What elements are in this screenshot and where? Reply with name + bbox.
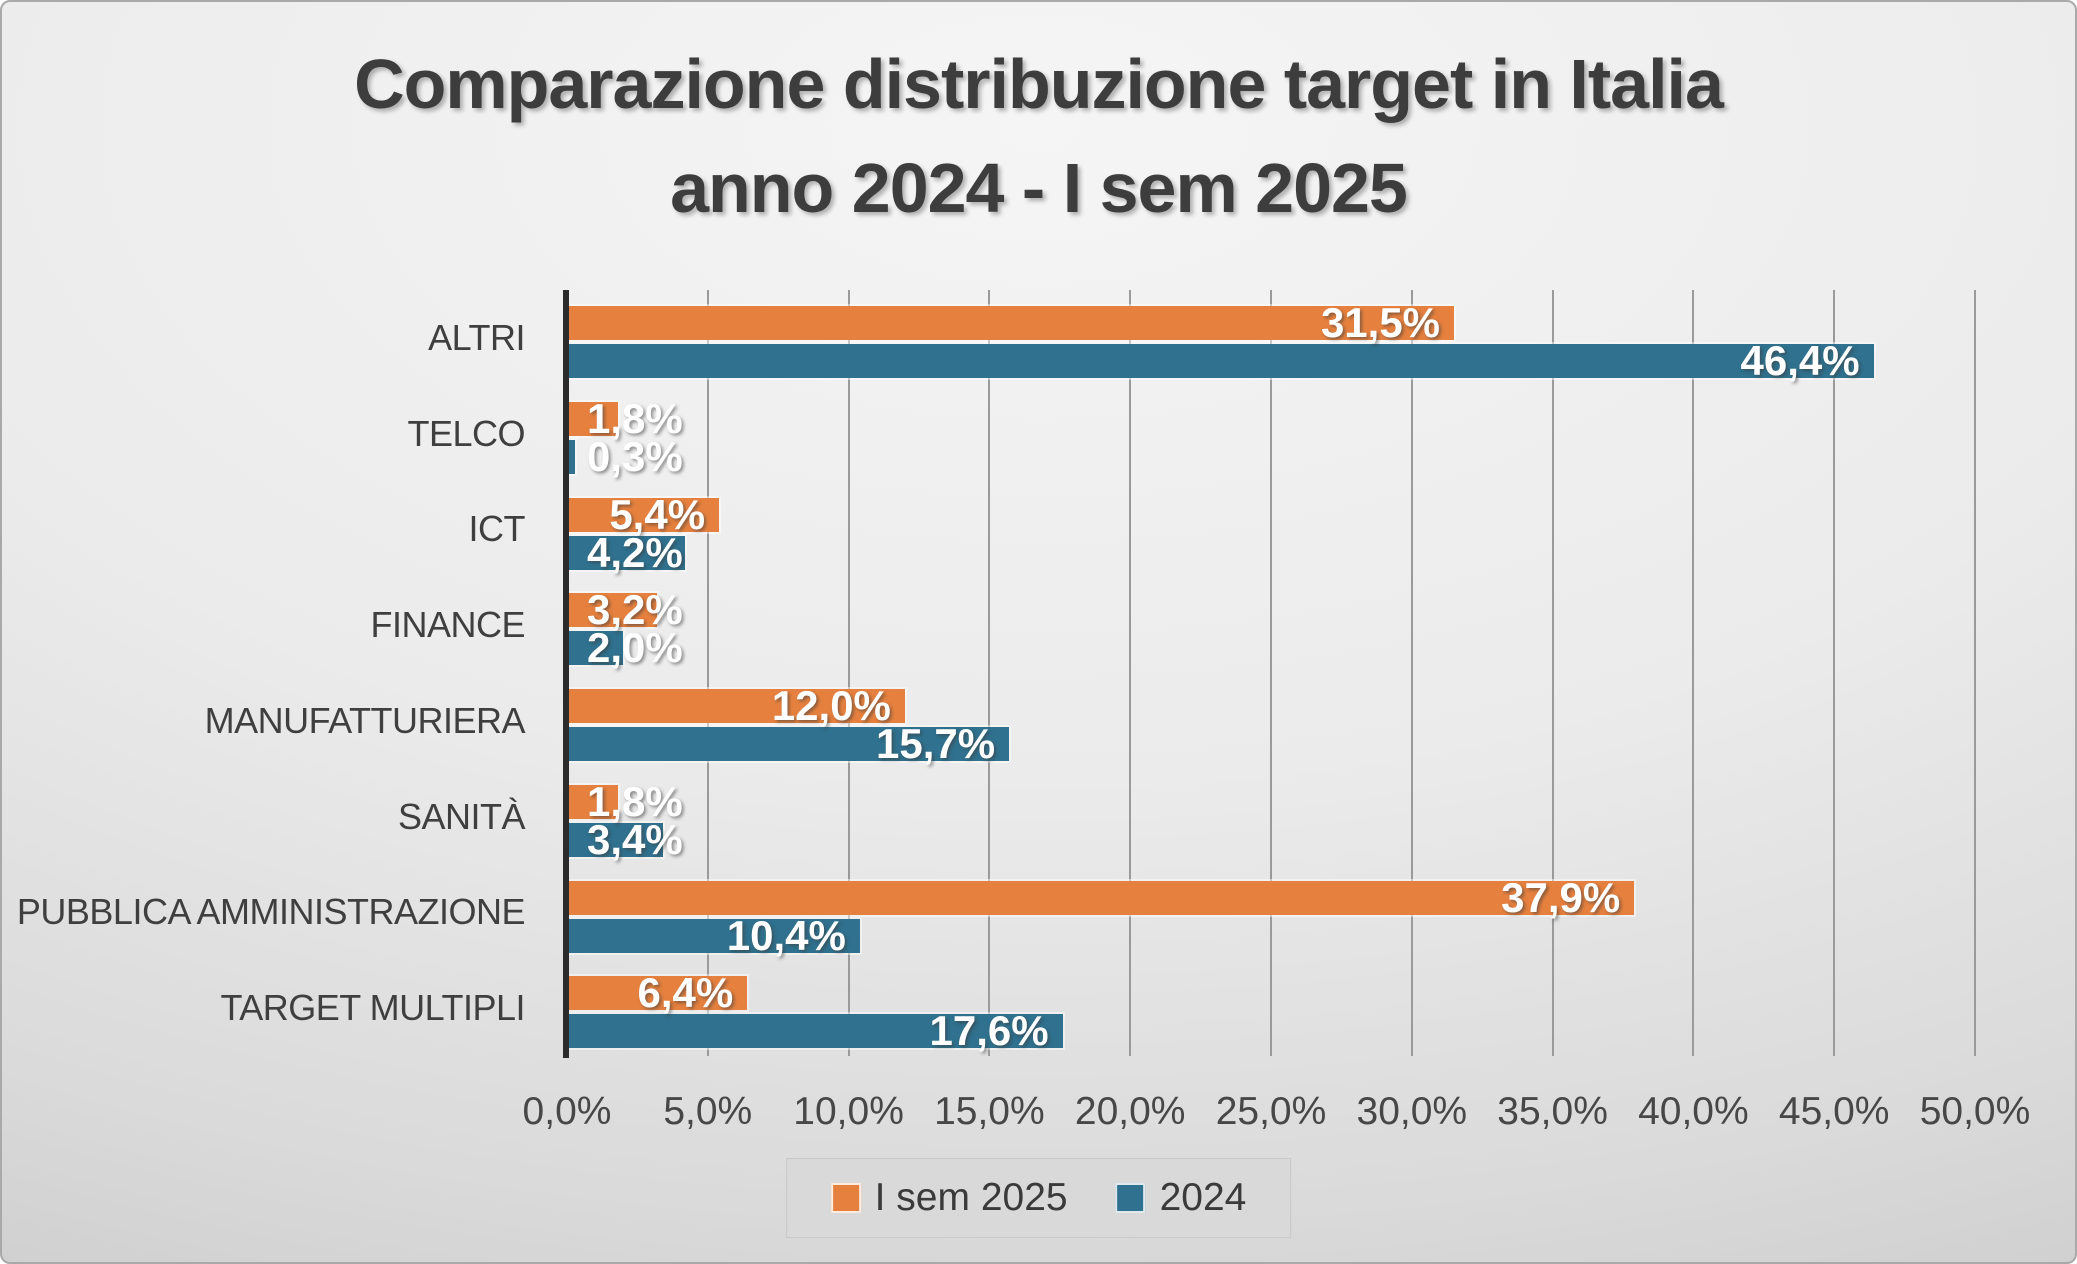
- x-tick-label: 50,0%: [1919, 1090, 2031, 1133]
- category-row: 12,0% 15,7%: [567, 673, 1975, 769]
- gridline: [1129, 290, 1132, 1056]
- gridline: [1410, 290, 1413, 1056]
- bar-i-sem-2025: 5,4%: [567, 493, 720, 535]
- x-tick-label: 5,0%: [663, 1090, 753, 1133]
- category-label: TARGET MULTIPLI: [220, 987, 525, 1029]
- bar-value-label: 17,6%: [929, 1007, 1049, 1055]
- chart-title-line2: anno 2024 - I sem 2025: [670, 149, 1408, 227]
- bar-value-label: 4,2%: [587, 528, 683, 576]
- category-label: ALTRI: [428, 316, 525, 358]
- bar-2024: 10,4%: [567, 914, 860, 956]
- legend-swatch-i-sem-2025: [830, 1183, 861, 1213]
- category-row: 5,4% 4,2%: [567, 482, 1975, 578]
- bar-value-label: 6,4%: [637, 969, 734, 1017]
- category-axis: ALTRI TELCO ICT FINANCE MANUFATTURIERA SANITÀ…: [2, 290, 547, 1056]
- bar-i-sem-2025: 31,5%: [567, 302, 1455, 344]
- bar-2024: 46,4%: [567, 340, 1874, 382]
- plot-area: 31,5% 46,4% 1,8% 0,3% 5,4% 4,2% 3,2% 2,0% 12,0% 1…: [563, 290, 1976, 1058]
- bar-2024: 3,4%: [567, 818, 683, 860]
- bar-i-sem-2025: 1,8%: [567, 780, 683, 822]
- category-label: TELCO: [407, 412, 525, 454]
- bar-2024: 17,6%: [567, 1010, 1063, 1052]
- bar-chart: ALTRI TELCO ICT FINANCE MANUFATTURIERA SANITÀ…: [2, 290, 2075, 1133]
- gridline: [1551, 290, 1554, 1056]
- bar-i-sem-2025: 6,4%: [567, 972, 748, 1014]
- category-row: 1,8% 3,4%: [567, 769, 1975, 865]
- legend-item: I sem 2025: [830, 1176, 1068, 1220]
- category-label: PUBBLICA AMMINISTRAZIONE: [16, 891, 526, 933]
- category-label: SANITÀ: [397, 795, 526, 837]
- bar-value-label: 37,9%: [1501, 873, 1621, 921]
- category-row: 31,5% 46,4%: [567, 290, 1975, 386]
- gridline: [1974, 290, 1976, 1056]
- category-label: MANUFATTURIERA: [204, 699, 526, 741]
- bar-2024: 0,3%: [567, 435, 683, 477]
- legend: I sem 2025 2024: [785, 1158, 1292, 1238]
- bar-i-sem-2025: 1,8%: [567, 397, 683, 439]
- bar-value-label: 5,4%: [609, 490, 706, 538]
- gridline: [1692, 290, 1695, 1056]
- gridline: [1270, 290, 1272, 1056]
- x-tick-label: 35,0%: [1497, 1090, 1608, 1133]
- category-row: 1,8% 0,3%: [567, 386, 1975, 482]
- legend-swatch-2024: [1115, 1183, 1146, 1213]
- legend-item: 2024: [1115, 1176, 1247, 1220]
- value-axis-line: [563, 290, 569, 1058]
- bar-value-label: 10,4%: [726, 911, 846, 959]
- x-tick-label: 30,0%: [1356, 1090, 1468, 1133]
- bar-i-sem-2025: 12,0%: [567, 685, 905, 727]
- chart-title-line1: Comparazione distribuzione target in Ita…: [354, 45, 1724, 123]
- bar-value-label: 1,8%: [587, 394, 683, 442]
- bar-value-label: 46,4%: [1740, 337, 1860, 384]
- bar-2024: 15,7%: [567, 723, 1010, 765]
- gridline: [1833, 290, 1836, 1056]
- bar-i-sem-2025: 3,2%: [567, 589, 683, 631]
- category-label: ICT: [468, 508, 526, 550]
- bar-value-label: 31,5%: [1320, 299, 1441, 346]
- gridline: [988, 290, 991, 1056]
- bar-value-label: 3,2%: [587, 586, 683, 634]
- category-row: 37,9% 10,4%: [567, 865, 1975, 961]
- legend-label: I sem 2025: [874, 1176, 1068, 1219]
- x-tick-label: 45,0%: [1778, 1090, 1890, 1133]
- bar-value-label: 1,8%: [587, 777, 683, 825]
- x-axis: 0,0% 5,0% 10,0% 15,0% 20,0% 25,0% 30,0% 35,0% 40…: [523, 1090, 2031, 1150]
- gridline: [706, 290, 709, 1056]
- bar-value-label: 0,3%: [587, 432, 683, 480]
- x-tick-label: 10,0%: [793, 1090, 904, 1133]
- x-tick-label: 40,0%: [1638, 1090, 1749, 1133]
- bar-value-label: 3,4%: [587, 815, 683, 863]
- bar-value-label: 15,7%: [876, 720, 996, 767]
- x-tick-label: 0,0%: [522, 1090, 612, 1133]
- category-label: FINANCE: [370, 604, 525, 646]
- bar-value-label: 2,0%: [587, 624, 683, 672]
- legend-label: 2024: [1159, 1176, 1247, 1219]
- category-row: 6,4% 17,6%: [567, 960, 1975, 1056]
- bar-2024: 4,2%: [567, 531, 686, 573]
- bar-2024: 2,0%: [567, 627, 683, 669]
- gridline: [847, 290, 850, 1056]
- x-tick-label: 25,0%: [1215, 1090, 1327, 1133]
- category-row: 3,2% 2,0%: [567, 577, 1975, 673]
- bar-value-label: 12,0%: [771, 682, 891, 729]
- bar-i-sem-2025: 37,9%: [567, 876, 1635, 918]
- x-tick-label: 20,0%: [1074, 1090, 1186, 1133]
- chart-title: Comparazione distribuzione target in Ita…: [2, 32, 2075, 240]
- x-tick-label: 15,0%: [934, 1090, 1045, 1133]
